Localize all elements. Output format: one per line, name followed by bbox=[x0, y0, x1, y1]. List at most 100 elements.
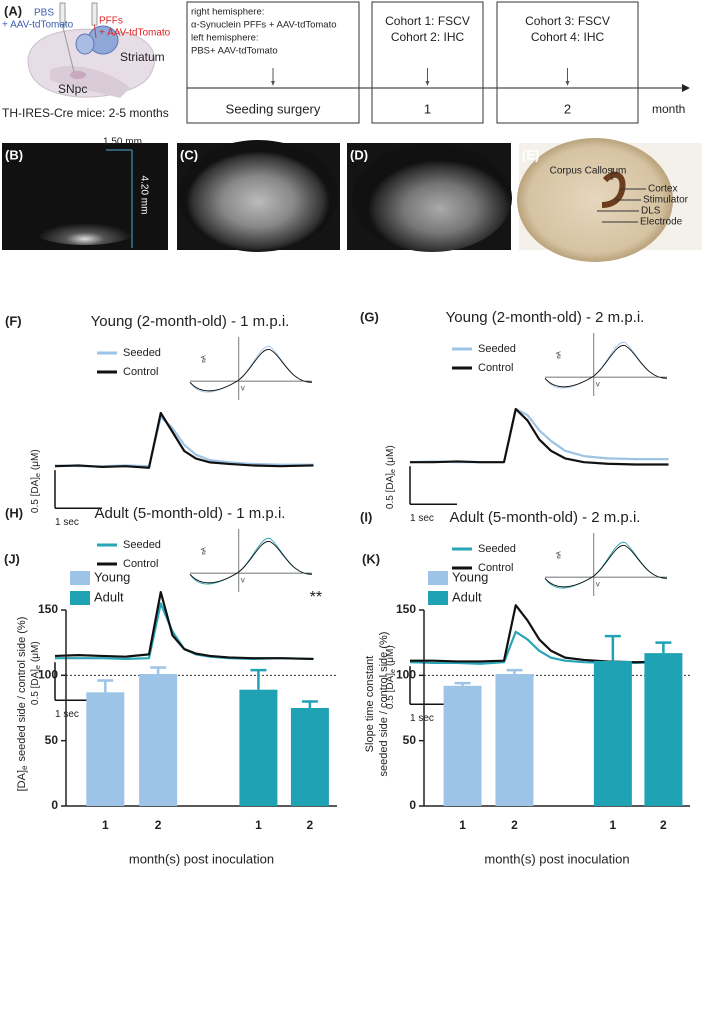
legend-swatch bbox=[428, 591, 448, 605]
timeline-text: Cohort 2: IHC bbox=[391, 30, 465, 44]
panel-label: (A) bbox=[4, 3, 22, 18]
chart-title: Adult (5-month-old) - 2 m.p.i. bbox=[450, 509, 641, 526]
legend-label: Young bbox=[94, 569, 130, 584]
timeline-text: PBS+ AAV-tdTomato bbox=[191, 46, 278, 57]
x-tick-label: 1 bbox=[255, 818, 262, 832]
trace bbox=[54, 590, 314, 661]
scale-label-sub: e bbox=[35, 473, 42, 477]
timeline-arrow bbox=[271, 81, 275, 86]
y-tick-label: 150 bbox=[396, 602, 416, 616]
scale-label: 0.5 [DA]e (μM) bbox=[385, 445, 397, 509]
panel-label: (I) bbox=[360, 509, 372, 524]
significance: ** bbox=[310, 589, 322, 606]
timeline-box bbox=[371, 1, 484, 124]
panel-label: (C) bbox=[180, 147, 198, 162]
legend-label: Seeded bbox=[478, 343, 516, 355]
scale-label-part: 0.5 [DA] bbox=[30, 669, 41, 705]
bar bbox=[86, 692, 125, 806]
legend-label: Control bbox=[478, 362, 513, 374]
scale-label: 1 sec bbox=[410, 713, 434, 724]
x-tick-label: 2 bbox=[511, 818, 518, 832]
timeline-axis-label: month bbox=[652, 102, 685, 116]
panel-label: (K) bbox=[362, 551, 380, 566]
timeline-text: Cohort 1: FSCV bbox=[385, 14, 470, 28]
timeline-text: Cohort 3: FSCV bbox=[525, 14, 610, 28]
inset-trace bbox=[544, 545, 668, 588]
legend-label: Seeded bbox=[478, 543, 516, 555]
trace bbox=[55, 602, 314, 661]
pffs-virus-label: + AAV-tdTomato bbox=[99, 28, 171, 39]
x-tick-label: 1 bbox=[610, 818, 617, 832]
chart-title: Young (2-month-old) - 1 m.p.i. bbox=[91, 313, 290, 330]
y-tick-label: 100 bbox=[396, 668, 416, 682]
legend-label: Control bbox=[123, 366, 158, 378]
inset-x-label: V bbox=[596, 583, 600, 589]
scale-label-sub: e bbox=[35, 665, 42, 669]
scale-label: 0.5 [DA]e (μM) bbox=[30, 641, 42, 705]
legend-label: Young bbox=[452, 569, 488, 584]
inset-x-label: V bbox=[596, 383, 600, 389]
scale-label-part: 0.5 [DA] bbox=[385, 473, 396, 509]
inset-y-label: nA bbox=[557, 351, 563, 358]
image-annotation: DLS bbox=[641, 206, 661, 217]
image-b-signal bbox=[25, 205, 145, 245]
inset-frame bbox=[545, 333, 667, 396]
timeline-box bbox=[186, 1, 360, 124]
y-axis-label-sub: e bbox=[20, 765, 29, 770]
timeline-text: right hemisphere: bbox=[191, 7, 264, 18]
bar bbox=[290, 708, 329, 806]
bar bbox=[593, 660, 632, 806]
inset-y-label: nA bbox=[557, 551, 563, 558]
panel-label: (B) bbox=[5, 147, 23, 162]
legend-label: Adult bbox=[94, 589, 124, 604]
timeline-text: left hemisphere: bbox=[191, 33, 259, 44]
y-tick-label: 100 bbox=[38, 668, 58, 682]
inset-frame bbox=[190, 529, 312, 592]
syringe bbox=[91, 2, 98, 26]
bar bbox=[139, 674, 178, 806]
y-tick-label: 0 bbox=[51, 798, 58, 812]
scale-label: 1 sec bbox=[55, 517, 79, 528]
panel-label: (D) bbox=[350, 147, 368, 162]
snpc-label: SNpc bbox=[58, 82, 87, 96]
snpc-drawing bbox=[70, 71, 86, 79]
timeline-stage: 1 bbox=[424, 101, 431, 116]
inset-y-label: nA bbox=[202, 547, 208, 554]
legend-swatch bbox=[428, 571, 448, 585]
panel-label: (G) bbox=[360, 309, 379, 324]
striatum-drawing bbox=[75, 33, 95, 55]
needle bbox=[94, 24, 97, 39]
image-annotation: Electrode bbox=[640, 217, 683, 228]
x-tick-label: 2 bbox=[660, 818, 667, 832]
x-tick-label: 2 bbox=[307, 818, 314, 832]
image-e-stimulator bbox=[601, 171, 626, 208]
inset-x-label: V bbox=[241, 579, 245, 585]
chart-title: Young (2-month-old) - 2 m.p.i. bbox=[446, 309, 645, 326]
inset-trace bbox=[189, 541, 313, 584]
scale-label-part: 0.5 [DA] bbox=[385, 673, 396, 709]
image-annotation: Stimulator bbox=[643, 195, 689, 206]
x-tick-label: 1 bbox=[102, 818, 109, 832]
x-axis-label: month(s) post inoculation bbox=[129, 851, 274, 866]
timeline-stage: 2 bbox=[564, 101, 571, 116]
brainstem-drawing bbox=[50, 66, 130, 98]
timeline-arrow bbox=[682, 84, 690, 92]
scale-label: 1 sec bbox=[55, 709, 79, 720]
legend-label: Control bbox=[478, 562, 513, 574]
image-d-tissue bbox=[352, 144, 512, 252]
legend-swatch bbox=[70, 571, 90, 585]
image-annotation: Corpus Callosum bbox=[550, 166, 627, 177]
image-annotation: Cortex bbox=[648, 184, 677, 195]
legend-label: Seeded bbox=[123, 539, 161, 551]
mice-label: TH-IRES-Cre mice: 2-5 months bbox=[2, 106, 169, 120]
y-axis-label-part: seeded side / control side (%) bbox=[16, 617, 28, 762]
inset-frame bbox=[545, 533, 667, 596]
y-axis-label: seeded side / control side (%) bbox=[378, 632, 390, 777]
scale-label-sub: e bbox=[390, 669, 397, 673]
striatum-label: Striatum bbox=[120, 50, 165, 64]
scale-label-part: (μM) bbox=[385, 445, 396, 466]
trace bbox=[409, 407, 669, 464]
bar bbox=[443, 685, 482, 806]
bar bbox=[644, 653, 683, 806]
needle bbox=[62, 24, 75, 73]
